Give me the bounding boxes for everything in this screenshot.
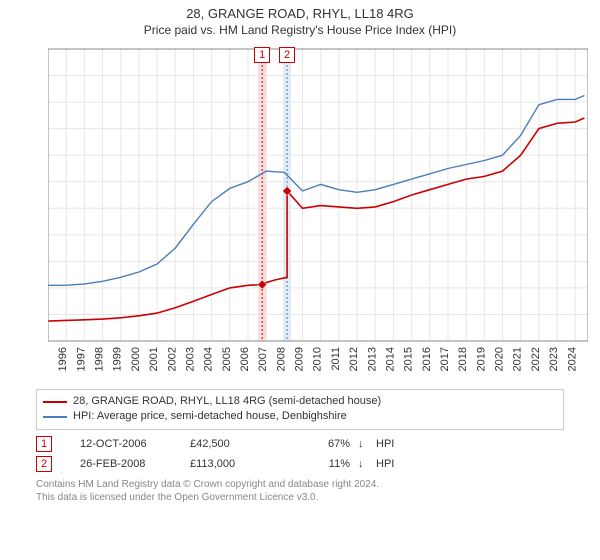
- svg-text:2004: 2004: [203, 347, 215, 371]
- svg-text:2001: 2001: [148, 347, 160, 371]
- svg-text:2013: 2013: [366, 347, 378, 371]
- svg-text:2015: 2015: [403, 347, 415, 371]
- svg-text:2019: 2019: [475, 347, 487, 371]
- svg-text:1998: 1998: [94, 347, 106, 371]
- legend: 28, GRANGE ROAD, RHYL, LL18 4RG (semi-de…: [36, 389, 564, 430]
- svg-text:2010: 2010: [312, 347, 324, 371]
- svg-text:2021: 2021: [512, 347, 524, 371]
- svg-text:2023: 2023: [548, 347, 560, 371]
- svg-text:2012: 2012: [348, 347, 360, 371]
- event-price: £42,500: [190, 438, 300, 450]
- arrow-down-icon: ↓: [358, 438, 372, 450]
- event-marker: 1: [254, 47, 270, 63]
- legend-swatch: [43, 401, 67, 403]
- line-chart: £0£20K£40K£60K£80K£100K£120K£140K£160K£1…: [48, 41, 588, 381]
- event-date: 12-OCT-2006: [56, 438, 186, 450]
- event-hpi-label: HPI: [376, 458, 416, 470]
- svg-text:2008: 2008: [275, 347, 287, 371]
- footer-attribution: Contains HM Land Registry data © Crown c…: [36, 478, 564, 504]
- svg-text:1997: 1997: [75, 347, 87, 371]
- svg-text:2014: 2014: [384, 347, 396, 371]
- page-subtitle: Price paid vs. HM Land Registry's House …: [0, 21, 600, 41]
- svg-text:2007: 2007: [257, 347, 269, 371]
- events-table: 1 12-OCT-2006 £42,500 67% ↓ HPI 2 26-FEB-2008 £1…: [36, 434, 564, 474]
- legend-item: HPI: Average price, semi-detached house,…: [43, 409, 557, 424]
- svg-text:2016: 2016: [421, 347, 433, 371]
- svg-text:2003: 2003: [184, 347, 196, 371]
- svg-text:2009: 2009: [294, 347, 306, 371]
- event-row: 2 26-FEB-2008 £113,000 11% ↓ HPI: [36, 454, 564, 474]
- svg-text:1995: 1995: [48, 347, 51, 371]
- svg-text:2020: 2020: [494, 347, 506, 371]
- svg-text:2011: 2011: [330, 347, 342, 371]
- svg-text:2000: 2000: [130, 347, 142, 371]
- event-number: 1: [36, 436, 52, 452]
- legend-item: 28, GRANGE ROAD, RHYL, LL18 4RG (semi-de…: [43, 394, 557, 409]
- svg-text:2005: 2005: [221, 347, 233, 371]
- event-marker: 2: [279, 47, 295, 63]
- event-pct: 11%: [304, 458, 354, 470]
- event-pct: 67%: [304, 438, 354, 450]
- legend-label: HPI: Average price, semi-detached house,…: [73, 409, 347, 424]
- svg-text:2018: 2018: [457, 347, 469, 371]
- svg-text:2024: 2024: [566, 347, 578, 371]
- event-price: £113,000: [190, 458, 300, 470]
- event-date: 26-FEB-2008: [56, 458, 186, 470]
- arrow-down-icon: ↓: [358, 458, 372, 470]
- event-row: 1 12-OCT-2006 £42,500 67% ↓ HPI: [36, 434, 564, 454]
- svg-text:2002: 2002: [166, 347, 178, 371]
- chart-area: £0£20K£40K£60K£80K£100K£120K£140K£160K£1…: [48, 41, 588, 381]
- event-hpi-label: HPI: [376, 438, 416, 450]
- svg-text:2006: 2006: [239, 347, 251, 371]
- footer-line-2: This data is licensed under the Open Gov…: [36, 491, 564, 504]
- legend-label: 28, GRANGE ROAD, RHYL, LL18 4RG (semi-de…: [73, 394, 381, 409]
- event-number: 2: [36, 456, 52, 472]
- legend-swatch: [43, 416, 67, 418]
- svg-text:2022: 2022: [530, 347, 542, 371]
- page-title: 28, GRANGE ROAD, RHYL, LL18 4RG: [0, 0, 600, 21]
- footer-line-1: Contains HM Land Registry data © Crown c…: [36, 478, 564, 491]
- svg-text:1996: 1996: [57, 347, 69, 371]
- svg-text:2017: 2017: [439, 347, 451, 371]
- svg-text:1999: 1999: [112, 347, 124, 371]
